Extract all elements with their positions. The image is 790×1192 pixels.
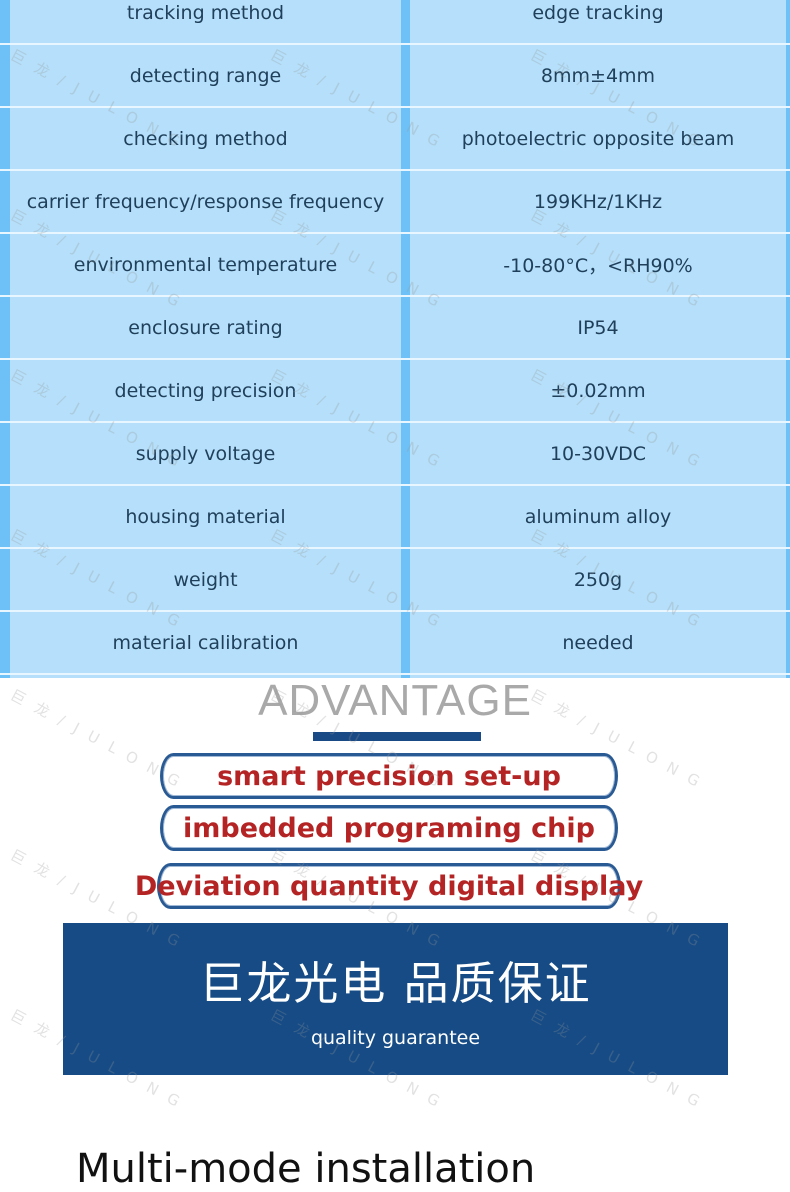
spec-label: supply voltage [135, 442, 276, 465]
spec-value: ±0.02mm [550, 379, 646, 402]
table-left-stripe [0, 0, 10, 678]
spec-value: aluminum alloy [524, 505, 672, 528]
banner-title: 巨龙光电 品质保证 [199, 957, 592, 1010]
spec-label: enclosure rating [128, 316, 283, 339]
spec-label: material calibration [112, 631, 299, 654]
table-row: detecting range 8mm±4mm [0, 45, 790, 108]
advantage-item: Deviation quantity digital display [135, 863, 643, 909]
table-row: environmental temperature -10-80°C，<RH90% [0, 234, 790, 297]
spec-value: -10-80°C，<RH90% [503, 255, 693, 277]
spec-value: 8mm±4mm [540, 64, 656, 87]
advantage-underline [313, 732, 481, 741]
advantage-title: ADVANTAGE [258, 676, 532, 725]
banner-subtitle: quality guarantee [310, 1027, 481, 1049]
spec-value: needed [562, 631, 634, 654]
spec-label: detecting range [129, 64, 282, 87]
spec-label: housing material [125, 505, 286, 528]
spec-label: detecting precision [114, 379, 297, 402]
spec-value: 199KHz/1KHz [533, 190, 663, 213]
table-row: checking method photoelectric opposite be… [0, 108, 790, 171]
table-right-stripe [786, 0, 790, 678]
table-row: detecting precision ±0.02mm [0, 360, 790, 423]
spec-table: tracking method edge tracking detecting ra… [0, 0, 790, 678]
spec-label: checking method [123, 127, 288, 150]
table-middle-stripe [401, 0, 410, 678]
table-row: enclosure rating IP54 [0, 297, 790, 360]
table-row: carrier frequency/response frequency 199K… [0, 171, 790, 234]
spec-label: environmental temperature [73, 253, 338, 276]
spec-value: 250g [573, 568, 623, 591]
table-row: supply voltage 10-30VDC [0, 423, 790, 486]
spec-label: carrier frequency/response frequency [26, 190, 385, 213]
spec-label: tracking method [126, 1, 285, 24]
spec-value: photoelectric opposite beam [461, 127, 735, 150]
spec-value: 10-30VDC [549, 442, 647, 465]
table-row: tracking method edge tracking [0, 0, 790, 45]
spec-value: IP54 [577, 316, 619, 339]
advantage-item: smart precision set-up [160, 753, 618, 799]
spec-label: weight [173, 568, 238, 591]
section-heading: Multi-mode installation [76, 1146, 536, 1192]
spec-value: edge tracking [532, 1, 664, 24]
advantage-item: imbedded programing chip [160, 805, 618, 851]
table-row: material calibration needed [0, 612, 790, 675]
table-row: weight 250g [0, 549, 790, 612]
quality-banner: 巨龙光电 品质保证 quality guarantee [63, 923, 728, 1075]
table-row: housing material aluminum alloy [0, 486, 790, 549]
